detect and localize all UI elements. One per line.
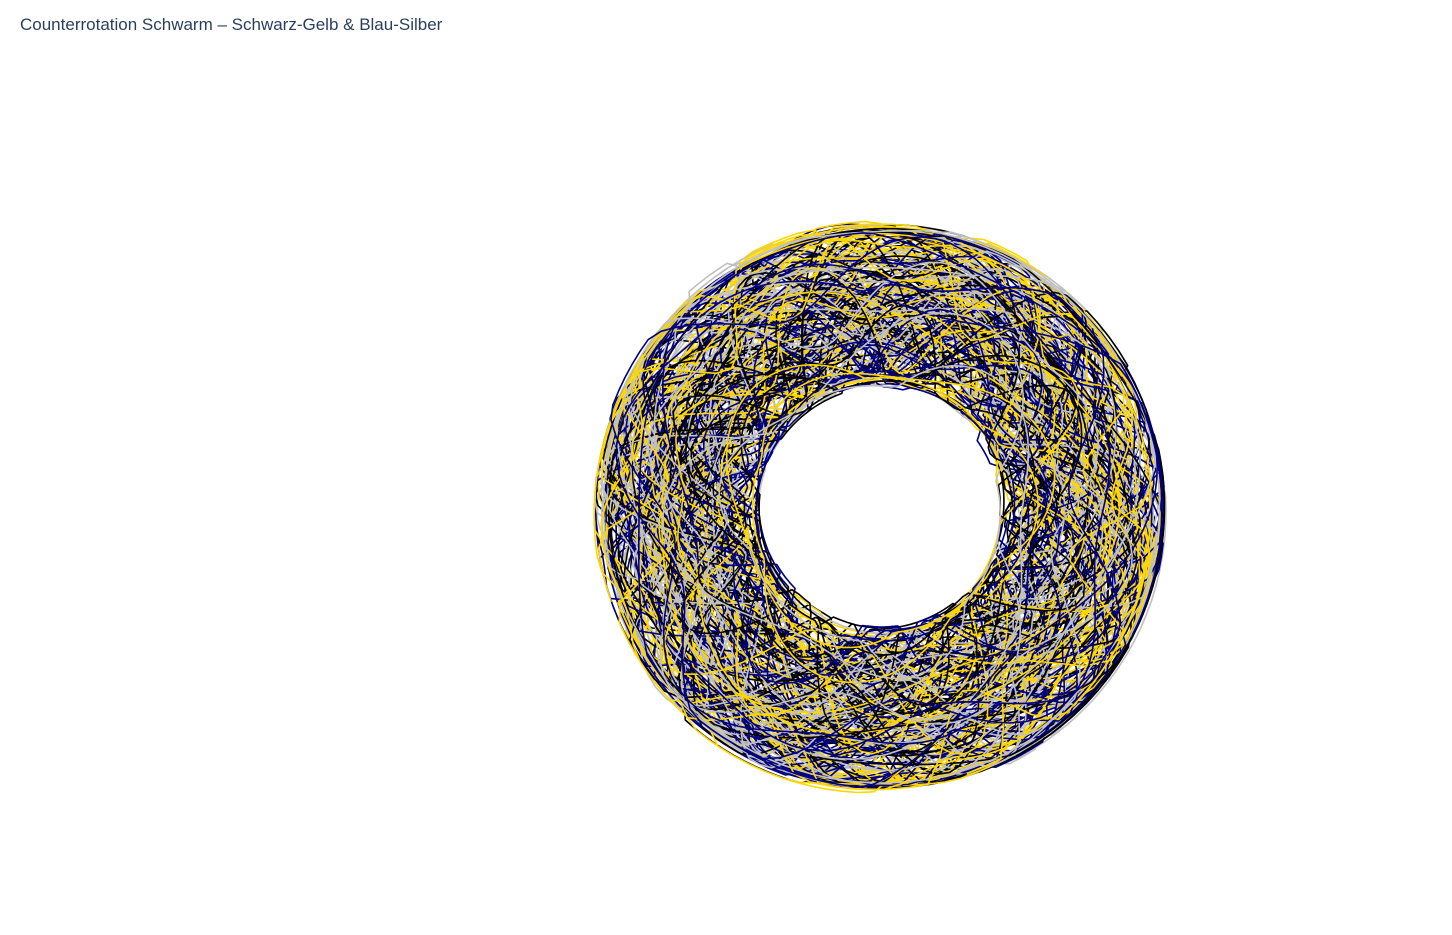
trace-line: [624, 261, 1133, 746]
trace-line: [602, 229, 1161, 784]
trace-line: [608, 230, 1141, 775]
trace-line: [661, 291, 1121, 734]
trace-line: [651, 329, 1056, 722]
trace-line: [631, 266, 1126, 755]
trace-line: [726, 364, 1056, 684]
trace-line: [666, 305, 1091, 709]
trace-line: [662, 312, 1030, 725]
trace-line: [638, 232, 1163, 789]
trace-group: [593, 220, 1167, 794]
trace-line: [672, 277, 1086, 738]
trace-line: [610, 236, 1122, 760]
chart-title: Counterrotation Schwarm – Schwarz-Gelb &…: [20, 15, 443, 34]
trace-line: [685, 354, 1083, 714]
trace-line: [628, 266, 1141, 772]
trace-line: [597, 232, 1152, 791]
trace-line: [732, 341, 1060, 663]
